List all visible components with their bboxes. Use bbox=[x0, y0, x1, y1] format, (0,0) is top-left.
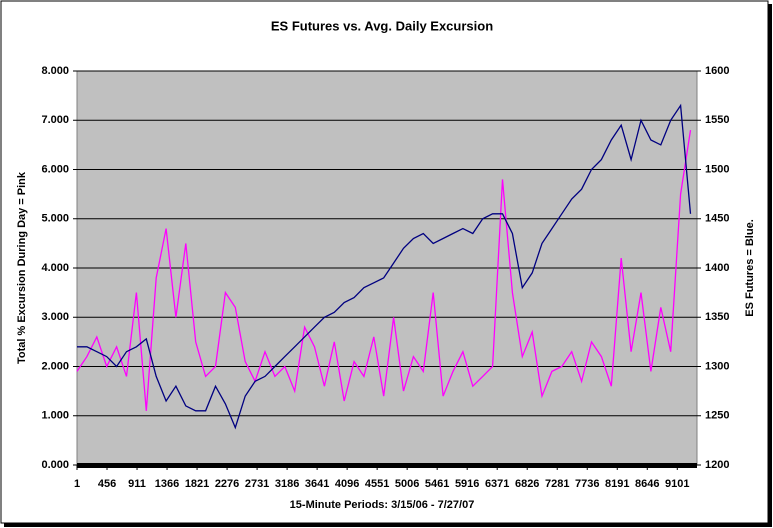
frame-shadow bbox=[4, 523, 772, 527]
x-tick-label: 1 bbox=[74, 478, 80, 490]
y2-tick-label: 1250 bbox=[705, 410, 729, 422]
y-tick-label: 1.000 bbox=[41, 410, 69, 422]
x-tick-label: 6826 bbox=[515, 478, 539, 490]
y-tick-label: 7.000 bbox=[41, 114, 69, 126]
x-tick-label: 1821 bbox=[185, 478, 209, 490]
x-tick-label: 7736 bbox=[575, 478, 599, 490]
y-tick-label: 8.000 bbox=[41, 65, 69, 77]
series-line bbox=[77, 103, 692, 430]
x-tick-label: 911 bbox=[128, 478, 146, 490]
chart-title: ES Futures vs. Avg. Daily Excursion bbox=[271, 18, 493, 33]
series-line bbox=[76, 130, 692, 411]
y-tick-label: 3.000 bbox=[41, 311, 69, 323]
x-tick-label: 6371 bbox=[485, 478, 509, 490]
frame-shadow bbox=[768, 4, 772, 526]
y2-tick-label: 1400 bbox=[705, 262, 729, 274]
y2-axis-label: ES Futures = Blue. bbox=[744, 219, 756, 317]
y-axis-label: Total % Excursion During Day = Pink bbox=[16, 171, 28, 364]
y2-tick-label: 1550 bbox=[705, 114, 729, 126]
x-tick-label: 2276 bbox=[215, 478, 239, 490]
y2-tick-label: 1500 bbox=[705, 163, 729, 175]
y-tick-label: 4.000 bbox=[41, 262, 69, 274]
x-tick-label: 4096 bbox=[335, 478, 359, 490]
y-tick-label: 2.000 bbox=[41, 360, 69, 372]
x-axis-line bbox=[77, 463, 697, 468]
x-tick-label: 5916 bbox=[455, 478, 479, 490]
x-tick-label: 2731 bbox=[245, 478, 269, 490]
y-tick-label: 5.000 bbox=[41, 213, 69, 225]
y2-tick-label: 1350 bbox=[705, 311, 729, 323]
x-tick-label: 4551 bbox=[365, 478, 389, 490]
x-axis-label: 15-Minute Periods: 3/15/06 - 7/27/07 bbox=[290, 499, 475, 511]
x-tick-label: 3641 bbox=[305, 478, 329, 490]
x-tick-label: 456 bbox=[98, 478, 116, 490]
y2-tick-label: 1200 bbox=[705, 459, 729, 471]
y-tick-label: 0.000 bbox=[41, 459, 69, 471]
x-tick-label: 8191 bbox=[605, 478, 629, 490]
x-tick-label: 3186 bbox=[275, 478, 299, 490]
y2-tick-label: 1300 bbox=[705, 360, 729, 372]
y2-tick-label: 1600 bbox=[705, 65, 729, 77]
x-tick-label: 5006 bbox=[395, 478, 419, 490]
x-tick-label: 1366 bbox=[155, 478, 179, 490]
y-tick-label: 6.000 bbox=[41, 163, 69, 175]
x-tick-label: 7281 bbox=[545, 478, 569, 490]
x-tick-label: 5461 bbox=[425, 478, 449, 490]
x-tick-label: 8646 bbox=[635, 478, 659, 490]
y2-tick-label: 1450 bbox=[705, 213, 729, 225]
x-tick-label: 9101 bbox=[665, 478, 689, 490]
